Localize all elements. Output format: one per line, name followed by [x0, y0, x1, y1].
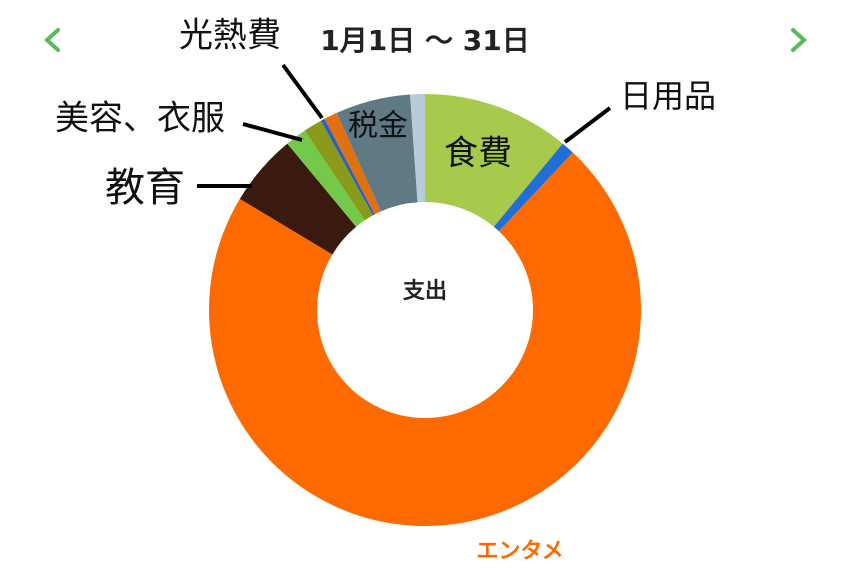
donut: [208, 94, 641, 526]
leader-line: [563, 106, 612, 144]
slice: [239, 143, 357, 255]
leader-line: [242, 122, 303, 142]
center-label: 支出: [403, 279, 447, 304]
slice: [208, 152, 641, 526]
slice: [324, 112, 381, 215]
slice-label: 美容、衣服: [55, 99, 225, 139]
slice-label: エンタメ: [476, 539, 563, 564]
slice-label: 日用品: [620, 77, 716, 115]
slice-label: 教育: [105, 165, 185, 211]
slice-label: 税金: [348, 109, 408, 144]
slice: [336, 94, 418, 212]
next-button[interactable]: [791, 28, 807, 52]
slice: [493, 143, 573, 232]
slice: [287, 130, 365, 227]
slice: [320, 118, 375, 216]
prev-button[interactable]: [44, 28, 60, 52]
date-range: 1月1日 〜 31日: [320, 24, 529, 57]
leader-line: [281, 63, 324, 120]
slice: [425, 94, 563, 227]
slice-label: 光熱費: [179, 16, 281, 56]
slice: [410, 94, 425, 203]
slice: [304, 120, 373, 221]
slice-label: 食費: [444, 134, 512, 174]
